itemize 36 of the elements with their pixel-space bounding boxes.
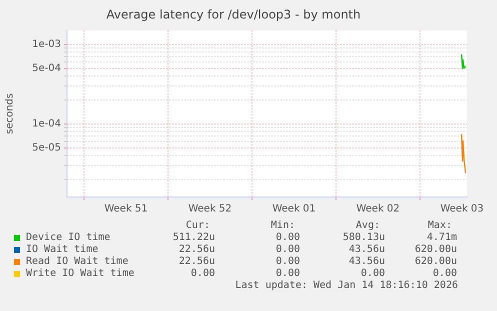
text: Avg:	[356, 220, 380, 231]
legend-label: IO Wait time	[26, 244, 98, 255]
text: 0.00	[276, 232, 300, 243]
text: 4.71m	[426, 232, 457, 243]
x-tick-label: Week 51	[104, 204, 148, 215]
y-axis-title: seconds	[4, 93, 16, 134]
text: Min:	[270, 220, 295, 231]
text: Cur:	[186, 220, 210, 231]
x-tick-label: Week 02	[356, 204, 400, 215]
text: Max:	[428, 220, 452, 231]
text: 0.00	[276, 256, 300, 267]
text: 620.00u	[414, 244, 457, 255]
x-tick-label: Week 01	[272, 204, 316, 215]
text: 43.56u	[348, 256, 385, 267]
x-tick-label: Week 52	[188, 204, 232, 215]
legend-label: Read IO Wait time	[26, 256, 128, 267]
text: Last update: Wed Jan 14 18:16:10 2026	[235, 280, 458, 291]
text: 0.00	[360, 268, 385, 279]
chart-title: Average latency for /dev/loop3 - by month	[106, 7, 361, 22]
text: 0.00	[432, 268, 457, 279]
text: 0.00	[276, 268, 300, 279]
text: 580.13u	[342, 232, 385, 243]
text: 22.56u	[178, 256, 215, 267]
text: 0.00	[276, 244, 300, 255]
legend-label: Write IO Wait time	[26, 268, 134, 279]
text: 43.56u	[348, 244, 385, 255]
y-tick-label: 1e-03	[32, 38, 61, 50]
text: 620.00u	[414, 256, 457, 267]
text: 0.00	[190, 268, 215, 279]
text: 22.56u	[178, 244, 215, 255]
text: 511.22u	[172, 232, 215, 243]
legend-label: Device IO time	[26, 232, 110, 243]
y-tick-label: 1e-04	[32, 118, 61, 130]
x-tick-label: Week 03	[440, 204, 484, 215]
y-tick-label: 5e-04	[32, 62, 61, 74]
y-tick-label: 5e-05	[32, 142, 61, 154]
